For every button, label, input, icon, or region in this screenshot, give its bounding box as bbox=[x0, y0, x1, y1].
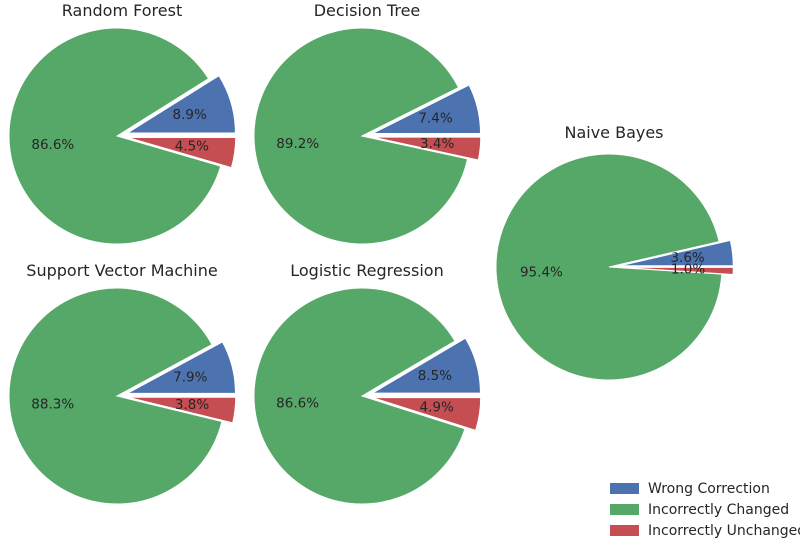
pie-percent-label: 89.2% bbox=[276, 136, 319, 152]
pie-percent-label: 3.4% bbox=[420, 136, 454, 152]
pie-logistic-regression: Logistic Regression 8.5% 86.6% 4.9% bbox=[253, 261, 482, 505]
pie-percent-label: 95.4% bbox=[520, 265, 563, 281]
legend: Wrong Correction Incorrectly Changed Inc… bbox=[610, 478, 800, 541]
legend-swatch-incorrectly-changed bbox=[610, 504, 639, 515]
pie-slice-incorrectly-changed bbox=[253, 27, 469, 245]
legend-label: Incorrectly Unchanged bbox=[648, 522, 800, 539]
pie-slice-incorrectly-changed bbox=[8, 287, 223, 505]
pie-slice-incorrectly-unchanged bbox=[620, 266, 734, 275]
pie-naive-bayes: Naive Bayes 3.6% 95.4% 1.0% bbox=[495, 123, 734, 381]
pie-percent-label: 3.6% bbox=[670, 250, 704, 266]
pie-slice-incorrectly-unchanged bbox=[127, 396, 237, 424]
pie-slice-incorrectly-unchanged bbox=[127, 137, 237, 169]
legend-swatch-incorrectly-unchanged bbox=[610, 525, 639, 536]
legend-item-incorrectly-changed: Incorrectly Changed bbox=[610, 499, 800, 520]
pie-slice-wrong-correction bbox=[620, 239, 734, 267]
pie-slice-incorrectly-changed bbox=[253, 287, 466, 505]
pie-support-vector-machine: Support Vector Machine 7.9% 88.3% 3.8% bbox=[8, 261, 237, 505]
pie-percent-label: 86.6% bbox=[276, 395, 319, 411]
pie-slice-incorrectly-changed bbox=[495, 153, 723, 381]
pie-slice-incorrectly-unchanged bbox=[372, 397, 482, 432]
pie-percent-label: 8.9% bbox=[173, 107, 207, 123]
legend-label: Wrong Correction bbox=[648, 480, 770, 497]
pie-percent-label: 7.4% bbox=[418, 111, 452, 127]
legend-swatch-wrong-correction bbox=[610, 483, 639, 494]
pie-slice-incorrectly-changed bbox=[8, 27, 222, 245]
pie-title: Support Vector Machine bbox=[26, 261, 217, 280]
pie-title: Naive Bayes bbox=[564, 123, 663, 142]
pie-slice-wrong-correction bbox=[372, 84, 482, 135]
pie-slice-incorrectly-unchanged bbox=[372, 136, 482, 161]
pie-title: Random Forest bbox=[62, 1, 182, 20]
pie-percent-label: 3.8% bbox=[175, 397, 209, 413]
pie-title: Decision Tree bbox=[314, 1, 421, 20]
pie-slice-wrong-correction bbox=[127, 341, 236, 394]
pie-percent-label: 7.9% bbox=[173, 369, 207, 385]
pie-percent-label: 8.5% bbox=[418, 368, 452, 384]
legend-label: Incorrectly Changed bbox=[648, 501, 790, 518]
pie-percent-label: 88.3% bbox=[31, 396, 74, 412]
pie-slice-wrong-correction bbox=[125, 75, 236, 134]
pie-title: Logistic Regression bbox=[290, 261, 443, 280]
pie-decision-tree: Decision Tree 7.4% 89.2% 3.4% bbox=[253, 1, 482, 245]
pie-percent-label: 1.0% bbox=[671, 261, 705, 277]
pie-random-forest: Random Forest 8.9% 86.6% 4.5% bbox=[8, 1, 237, 245]
pie-percent-label: 86.6% bbox=[31, 137, 74, 153]
legend-item-incorrectly-unchanged: Incorrectly Unchanged bbox=[610, 520, 800, 541]
pie-slice-wrong-correction bbox=[370, 337, 481, 394]
pie-percent-label: 4.5% bbox=[175, 139, 209, 155]
pie-percent-label: 4.9% bbox=[420, 400, 454, 416]
legend-item-wrong-correction: Wrong Correction bbox=[610, 478, 800, 499]
